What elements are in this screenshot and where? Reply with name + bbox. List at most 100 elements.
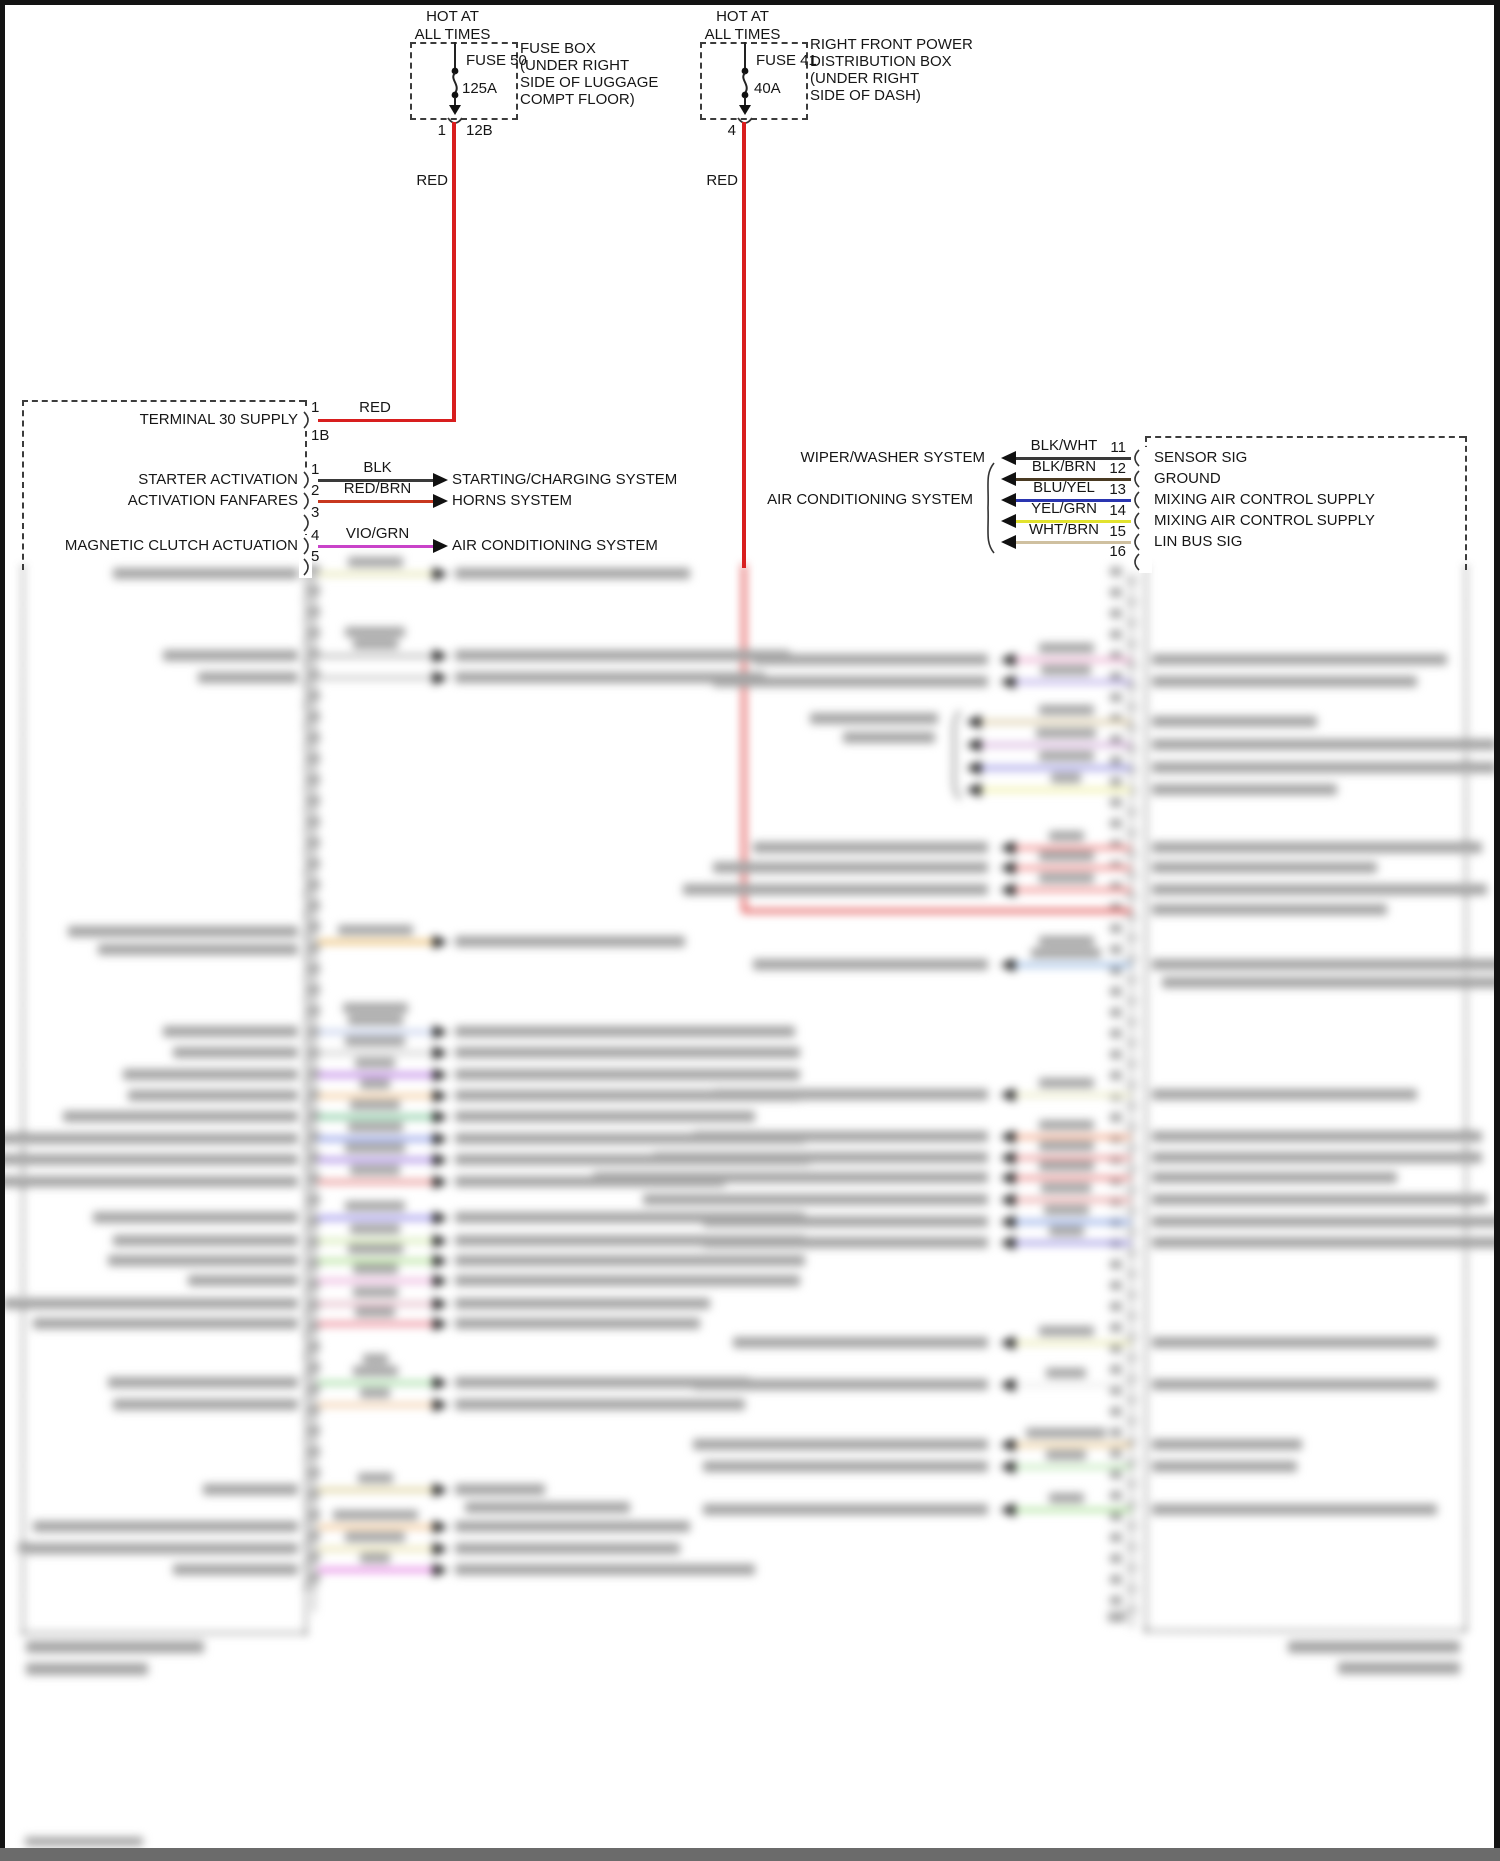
connector-row-label: MAGNETIC CLUTCH ACTUATION <box>64 537 298 554</box>
fuse-name-left: FUSE 50 <box>466 52 527 69</box>
pin-tick <box>1124 1126 1138 1128</box>
blurred-text <box>1152 716 1317 727</box>
pin-tick <box>303 809 317 811</box>
wire-blur <box>318 1051 435 1055</box>
fuse-box-label-line: COMPT FLOOR) <box>520 91 635 108</box>
connector-row-label: STARTER ACTIVATION <box>138 471 298 488</box>
pin-tick <box>303 977 317 979</box>
blurred-text <box>0 1176 298 1187</box>
blurred-text <box>347 557 403 567</box>
pin-number-blur <box>1110 1302 1122 1311</box>
blurred-text <box>455 1484 545 1495</box>
wire-blur <box>1014 888 1131 892</box>
pin-tick <box>1124 1189 1138 1191</box>
pin-number-blur <box>308 1090 320 1099</box>
fuse-box-location-label-right: RIGHT FRONT POWER DISTRIBUTION BOX (UNDE… <box>810 36 973 104</box>
pin-tick <box>303 956 317 958</box>
blurred-text <box>26 1663 148 1675</box>
blurred-text <box>355 1307 395 1317</box>
blurred-text <box>1108 1612 1126 1622</box>
wire-blur <box>318 1158 435 1162</box>
pin-tick <box>303 1019 317 1021</box>
wire <box>1013 499 1131 502</box>
wire-blur <box>1014 963 1131 967</box>
blurred-text <box>455 1176 725 1187</box>
pin-tick <box>1124 1588 1138 1590</box>
wire <box>1013 541 1131 544</box>
wire-blur <box>1014 1383 1131 1387</box>
arrow-left-icon <box>1000 1171 1015 1185</box>
wire <box>318 479 434 482</box>
blurred-text <box>455 1212 805 1223</box>
blurred-text <box>33 1318 298 1329</box>
blurred-text <box>455 1047 800 1058</box>
pin-tick <box>1124 1462 1138 1464</box>
pin-number-blur <box>1110 693 1122 702</box>
blurred-text <box>360 1553 390 1563</box>
wire-blur <box>318 1259 435 1263</box>
blurred-text <box>123 1069 298 1080</box>
blurred-text <box>455 1318 700 1329</box>
terminal-bracket-icon <box>301 491 313 511</box>
arrow-left-icon <box>1000 861 1015 875</box>
pin-tick <box>1124 937 1138 939</box>
blurred-text <box>1038 1078 1094 1088</box>
wire-blur <box>1014 1443 1131 1447</box>
arrow-left-icon <box>1000 841 1015 855</box>
fuse-box-label-line: RIGHT FRONT POWER <box>810 36 973 53</box>
wire-color-label: VIO/GRN <box>345 525 410 542</box>
blurred-text <box>455 1111 755 1122</box>
pin-tick <box>303 1040 317 1042</box>
pin-number-blur <box>1110 987 1122 996</box>
wire-blur <box>1014 1176 1131 1180</box>
signal-label: GROUND <box>1154 470 1221 487</box>
pin-tick <box>1124 1294 1138 1296</box>
blurred-text <box>1041 665 1091 675</box>
pin-tick <box>1124 1525 1138 1527</box>
terminal-bracket-icon <box>301 470 313 490</box>
hot-at-all-times-label-left: HOT AT ALL TIMES <box>375 8 530 44</box>
arrow-right-icon <box>433 1317 448 1331</box>
pin-number-blur <box>1110 1575 1122 1584</box>
pin-number-blur <box>308 1300 320 1309</box>
arrow-right-icon <box>433 1046 448 1060</box>
pin-tick <box>1124 685 1138 687</box>
blurred-text <box>360 1079 390 1089</box>
pin-number-blur <box>1110 840 1122 849</box>
blurred-text <box>1038 936 1094 946</box>
pin-number: 15 <box>1109 523 1126 540</box>
pin-number-blur <box>308 796 320 805</box>
arrow-right-icon <box>433 1254 448 1268</box>
signal-label: LIN BUS SIG <box>1154 533 1243 550</box>
page-bottom-bar <box>0 1848 1500 1861</box>
page-border-left <box>0 0 5 1850</box>
pin-number: 11 <box>1110 439 1126 456</box>
fuse-box-label-line: (UNDER RIGHT <box>520 57 630 74</box>
arrow-left-icon <box>1000 1193 1015 1207</box>
pin-number-blur <box>308 754 320 763</box>
fuse-pin-number-right: 4 <box>727 122 736 139</box>
pin-number-blur <box>1110 588 1122 597</box>
pin-number-blur <box>1110 1050 1122 1059</box>
blurred-text <box>355 1058 395 1068</box>
blurred-text <box>703 1461 988 1472</box>
blurred-text <box>653 1152 988 1163</box>
blurred-text <box>1048 1493 1084 1503</box>
blurred-text <box>1152 654 1447 665</box>
pin-tick <box>1124 1105 1138 1107</box>
pin-number-blur <box>308 838 320 847</box>
pin-tick <box>303 1145 317 1147</box>
wire-blur <box>1014 1135 1131 1139</box>
arrow-left-icon <box>1000 1460 1015 1474</box>
blurred-text <box>1038 851 1094 861</box>
blurred-text <box>113 1235 298 1246</box>
blurred-text <box>1036 728 1096 738</box>
fuse-symbol-right-icon <box>700 42 804 118</box>
terminal-bracket-icon <box>301 410 313 430</box>
right-module-box-bottom-edge <box>1145 1630 1465 1632</box>
blurred-text <box>753 842 988 853</box>
pin-tick <box>1124 895 1138 897</box>
pin-tick <box>1124 1336 1138 1338</box>
blurred-text <box>113 568 298 579</box>
arrow-left-icon <box>1001 514 1016 528</box>
